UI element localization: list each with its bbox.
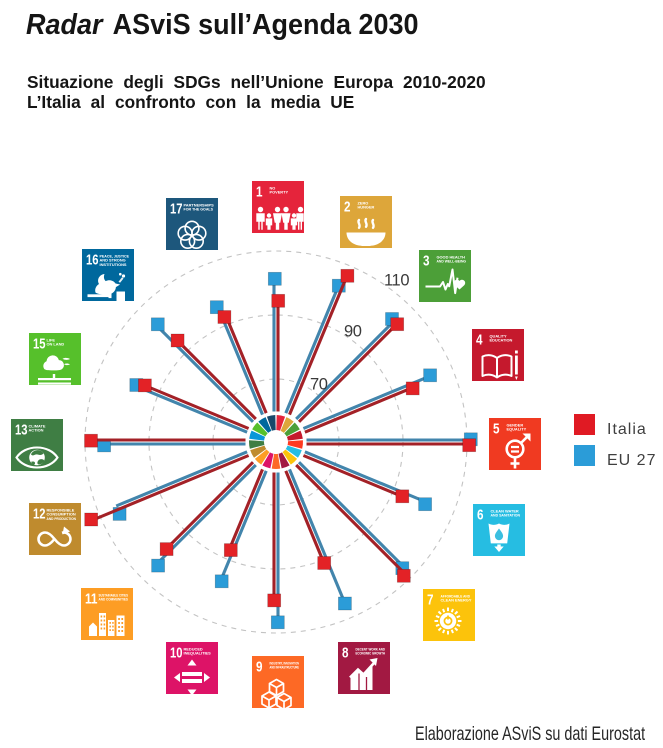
svg-text:110: 110 [384, 272, 409, 290]
svg-text:1: 1 [256, 184, 263, 201]
svg-text:EDUCATION: EDUCATION [490, 338, 513, 343]
svg-text:CONSUMPTION: CONSUMPTION [47, 512, 76, 517]
svg-text:7: 7 [427, 592, 434, 609]
svg-text:70: 70 [310, 376, 328, 394]
svg-text:12: 12 [33, 506, 46, 523]
svg-text:DECENT WORK AND: DECENT WORK AND [356, 646, 386, 651]
svg-text:9: 9 [256, 659, 263, 676]
svg-text:RESPONSIBLE: RESPONSIBLE [47, 507, 75, 512]
svg-text:AFFORDABLE AND: AFFORDABLE AND [441, 593, 471, 598]
svg-text:FOR THE GOALS: FOR THE GOALS [184, 207, 214, 212]
svg-text:3: 3 [423, 253, 430, 270]
svg-text:AND SANITATION: AND SANITATION [491, 513, 521, 518]
svg-text:CLEAN ENERGY: CLEAN ENERGY [441, 598, 472, 603]
svg-text:PARTNERSHIPS: PARTNERSHIPS [184, 202, 215, 207]
svg-text:HUNGER: HUNGER [358, 205, 375, 210]
svg-text:AND COMMUNITIES: AND COMMUNITIES [99, 597, 129, 602]
svg-text:CLEAN WATER: CLEAN WATER [491, 508, 519, 513]
svg-text:15: 15 [33, 336, 46, 353]
svg-text:SUSTAINABLE CITIES: SUSTAINABLE CITIES [99, 592, 129, 597]
svg-text:EQUALITY: EQUALITY [507, 427, 527, 432]
svg-text:INDUSTRY, INNOVATION: INDUSTRY, INNOVATION [270, 660, 300, 665]
svg-text:INEQUALITIES: INEQUALITIES [184, 651, 212, 656]
svg-text:6: 6 [477, 507, 484, 524]
svg-text:8: 8 [342, 645, 349, 662]
svg-text:GOOD HEALTH: GOOD HEALTH [437, 254, 466, 259]
svg-text:POVERTY: POVERTY [270, 190, 289, 195]
svg-text:AND PRODUCTION: AND PRODUCTION [47, 516, 77, 521]
svg-text:ON LAND: ON LAND [47, 342, 65, 347]
svg-text:13: 13 [15, 422, 28, 439]
svg-text:ACTION: ACTION [29, 428, 44, 433]
svg-text:PEACE, JUSTICE: PEACE, JUSTICE [100, 253, 130, 258]
svg-text:CLIMATE: CLIMATE [29, 423, 46, 428]
svg-text:GENDER: GENDER [507, 422, 524, 427]
svg-text:LIFE: LIFE [47, 337, 56, 342]
svg-text:INSTITUTIONS: INSTITUTIONS [100, 262, 127, 267]
svg-text:AND INFRASTRUCTURE: AND INFRASTRUCTURE [270, 665, 300, 670]
svg-text:ZERO: ZERO [358, 200, 369, 205]
svg-text:2: 2 [344, 199, 351, 216]
svg-text:ECONOMIC GROWTH: ECONOMIC GROWTH [356, 651, 386, 656]
svg-text:NO: NO [270, 185, 276, 190]
svg-text:90: 90 [344, 323, 362, 341]
svg-text:QUALITY: QUALITY [490, 333, 507, 338]
svg-text:AND STRONG: AND STRONG [100, 258, 126, 263]
svg-text:11: 11 [85, 591, 98, 608]
svg-text:16: 16 [86, 252, 99, 269]
svg-text:17: 17 [170, 201, 183, 218]
svg-text:5: 5 [493, 421, 500, 438]
svg-text:AND WELL-BEING: AND WELL-BEING [437, 259, 467, 264]
svg-text:REDUCED: REDUCED [184, 646, 203, 651]
svg-text:10: 10 [170, 645, 183, 662]
svg-text:4: 4 [476, 332, 483, 349]
